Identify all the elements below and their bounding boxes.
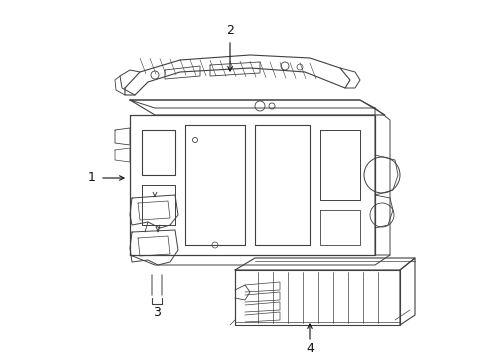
- Text: 4: 4: [305, 342, 313, 355]
- Text: 3: 3: [153, 306, 161, 319]
- Text: 2: 2: [225, 23, 233, 36]
- Text: 1: 1: [88, 171, 96, 184]
